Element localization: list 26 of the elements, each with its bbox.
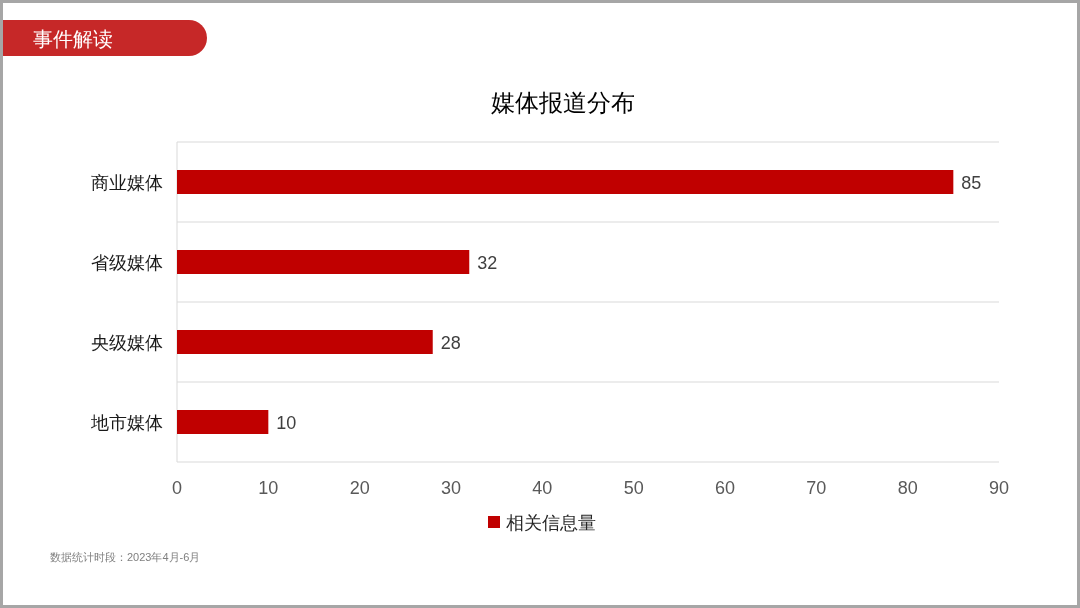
- x-tick-label: 60: [714, 478, 736, 498]
- legend-label: 相关信息量: [506, 513, 596, 533]
- bar: [177, 250, 470, 274]
- data-label: 85: [961, 173, 982, 193]
- bar: [177, 170, 954, 194]
- bar: [177, 330, 433, 354]
- text: 数据统计时段：2023年4月-6月: [50, 551, 201, 563]
- x-tick-label: 10: [258, 478, 279, 498]
- x-tick-label: 50: [623, 478, 644, 498]
- y-tick-label: 地市媒体: [90, 413, 163, 433]
- x-tick-label: 0: [171, 478, 183, 498]
- x-tick-label: 30: [440, 478, 462, 498]
- data-label: 28: [440, 333, 461, 353]
- x-tick-label: 80: [897, 478, 918, 498]
- chart-title: 媒体报道分布: [491, 89, 635, 116]
- x-tick-label: 20: [349, 478, 370, 498]
- x-tick-label: 40: [532, 478, 553, 498]
- text: 事件解读: [33, 28, 113, 50]
- bar: [177, 410, 269, 434]
- x-tick-label: 90: [988, 478, 1010, 498]
- data-label: 32: [477, 253, 498, 273]
- data-label: 10: [276, 413, 297, 433]
- x-tick-label: 70: [806, 478, 827, 498]
- y-tick-label: 央级媒体: [91, 333, 163, 353]
- y-tick-label: 商业媒体: [91, 173, 163, 193]
- y-tick-label: 省级媒体: [91, 253, 163, 273]
